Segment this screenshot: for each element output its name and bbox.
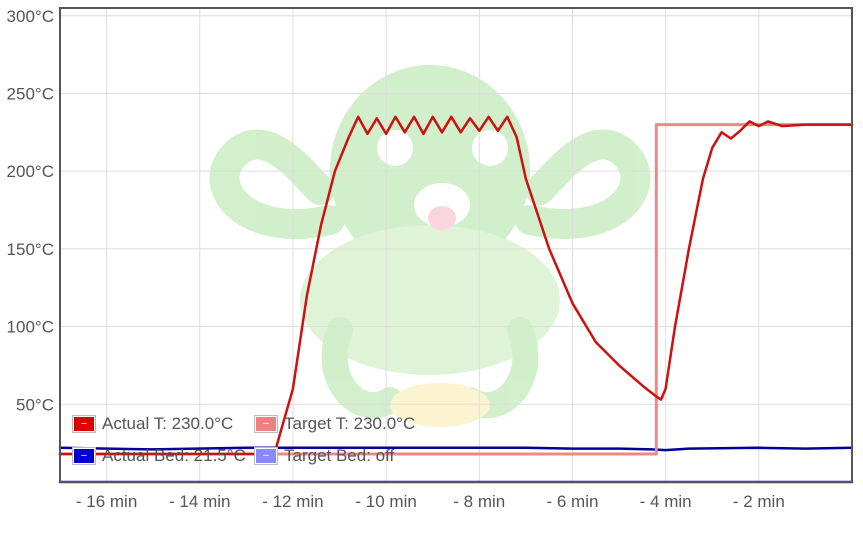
x-tick-label: - 16 min <box>76 492 137 511</box>
legend-item-target-bed[interactable]: – Target Bed: off <box>254 446 394 466</box>
watermark-body <box>300 225 560 375</box>
legend-label-actual-bed: Actual Bed: 21.5°C <box>102 446 246 465</box>
x-tick-label: - 4 min <box>640 492 692 511</box>
chart-axes: 50°C 100°C 150°C 200°C 250°C 300°C - 16 min - 1… <box>7 7 853 511</box>
watermark-tongue <box>428 206 456 230</box>
legend-item-actual-t[interactable]: – Actual T: 230.0°C <box>72 414 233 434</box>
octopus-logo-watermark <box>209 65 651 427</box>
series-line-actual-t <box>58 115 854 456</box>
watermark-eye-left <box>377 130 413 166</box>
x-tick-label: - 12 min <box>262 492 323 511</box>
legend-label-target-t: Target T: 230.0°C <box>284 414 416 433</box>
watermark-tentacle-left <box>209 129 345 239</box>
legend-label-target-bed: Target Bed: off <box>284 446 395 465</box>
legend-label-actual-t: Actual T: 230.0°C <box>102 414 234 433</box>
watermark-base <box>390 383 490 427</box>
legend-item-actual-bed[interactable]: – Actual Bed: 21.5°C <box>72 446 246 466</box>
y-tick-label: 100°C <box>7 318 54 337</box>
y-tick-label: 150°C <box>7 240 54 259</box>
x-tick-label: - 10 min <box>355 492 416 511</box>
x-tick-label: - 6 min <box>546 492 598 511</box>
y-tick-label: 250°C <box>7 84 54 103</box>
y-tick-label: 200°C <box>7 162 54 181</box>
watermark-eye-right <box>472 130 508 166</box>
y-tick-label: 50°C <box>16 395 54 414</box>
legend-item-target-t[interactable]: – Target T: 230.0°C <box>254 414 415 434</box>
watermark-shapes <box>209 65 651 427</box>
x-tick-label: - 8 min <box>453 492 505 511</box>
legend-swatch-actual-t: – <box>72 415 96 433</box>
y-tick-label: 300°C <box>7 7 54 26</box>
plot-frame <box>59 7 853 483</box>
chart-grid <box>60 8 852 482</box>
legend-swatch-target-t: – <box>254 415 278 433</box>
legend-swatch-target-bed: – <box>254 447 278 465</box>
chart-legend: – Actual T: 230.0°C – Target T: 230.0°C … <box>66 410 446 468</box>
x-tick-label: - 2 min <box>733 492 785 511</box>
watermark-tentacle-right <box>515 129 651 239</box>
watermark-head <box>330 65 530 275</box>
legend-swatch-actual-bed: – <box>72 447 96 465</box>
x-tick-label: - 14 min <box>169 492 230 511</box>
watermark-mouth <box>414 183 470 227</box>
